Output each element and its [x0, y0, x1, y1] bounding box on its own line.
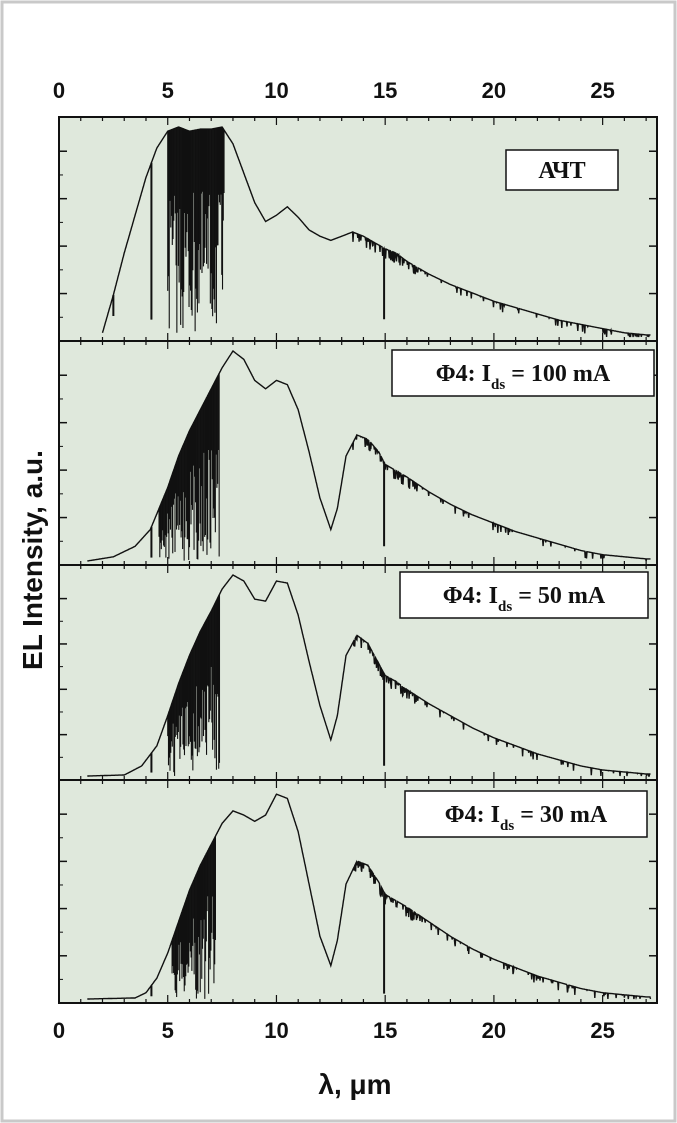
label-tail: = 100 mA — [505, 361, 611, 387]
x-tick-label-bottom: 20 — [482, 1018, 506, 1043]
x-tick-label-top: 0 — [53, 78, 65, 103]
label-main: Φ4: I — [445, 802, 500, 828]
label-subscript: ds — [491, 377, 505, 393]
panel-label-box — [505, 149, 619, 191]
x-tick-label-bottom: 25 — [590, 1018, 614, 1043]
panel-label: АЧТ — [505, 149, 619, 191]
x-tick-label-top: 25 — [590, 78, 614, 103]
absorption-band — [158, 373, 220, 561]
spectrum-line — [87, 350, 651, 562]
label-main: Φ4: I — [436, 361, 491, 387]
x-tick-label-bottom: 10 — [264, 1018, 288, 1043]
panel-label-text: Φ4: Ids = 50 mA — [443, 583, 606, 615]
panel-3: Φ4: Ids = 50 mA — [58, 564, 658, 781]
panel-label-box — [399, 571, 649, 619]
panel-label-text: АЧТ — [538, 158, 585, 184]
absorption-band — [171, 836, 217, 999]
panel-label-text: Φ4: Ids = 30 mA — [445, 802, 608, 834]
ticks-layer: 0 0 5 5 10 10 15 15 20 20 25 25 — [53, 78, 615, 1043]
y-axis-title: EL Intensity, a.u. — [17, 450, 48, 670]
x-tick-label-bottom: 15 — [373, 1018, 397, 1043]
panel-label: Φ4: Ids = 50 mA — [399, 571, 649, 619]
panel-2: Φ4: Ids = 100 mA — [58, 340, 658, 566]
label-main: Φ4: I — [443, 583, 498, 609]
x-axis-title: λ, μm — [318, 1069, 391, 1100]
absorption-band — [167, 594, 221, 776]
label-subscript: ds — [500, 818, 514, 834]
panel-1: АЧТ — [58, 116, 658, 342]
x-tick-label-top: 10 — [264, 78, 288, 103]
spectrum-line — [101, 126, 651, 338]
x-tick-label-bottom: 5 — [162, 1018, 174, 1043]
x-tick-label-bottom: 0 — [53, 1018, 65, 1043]
x-tick-label-top: 15 — [373, 78, 397, 103]
x-tick-label-top: 20 — [482, 78, 506, 103]
panel-label: Φ4: Ids = 100 mA — [391, 349, 655, 397]
panel-label-box — [404, 790, 648, 838]
panel-label: Φ4: Ids = 30 mA — [404, 790, 648, 838]
x-tick-label-top: 5 — [162, 78, 174, 103]
panel-4: Φ4: Ids = 30 mA — [58, 779, 658, 1004]
label-tail: = 50 mA — [512, 583, 606, 609]
absorption-band — [167, 127, 225, 333]
panel-label-text: Φ4: Ids = 100 mA — [436, 361, 611, 393]
panel-label-box — [391, 349, 655, 397]
label-tail: = 30 mA — [514, 802, 608, 828]
label-subscript: ds — [498, 599, 512, 615]
